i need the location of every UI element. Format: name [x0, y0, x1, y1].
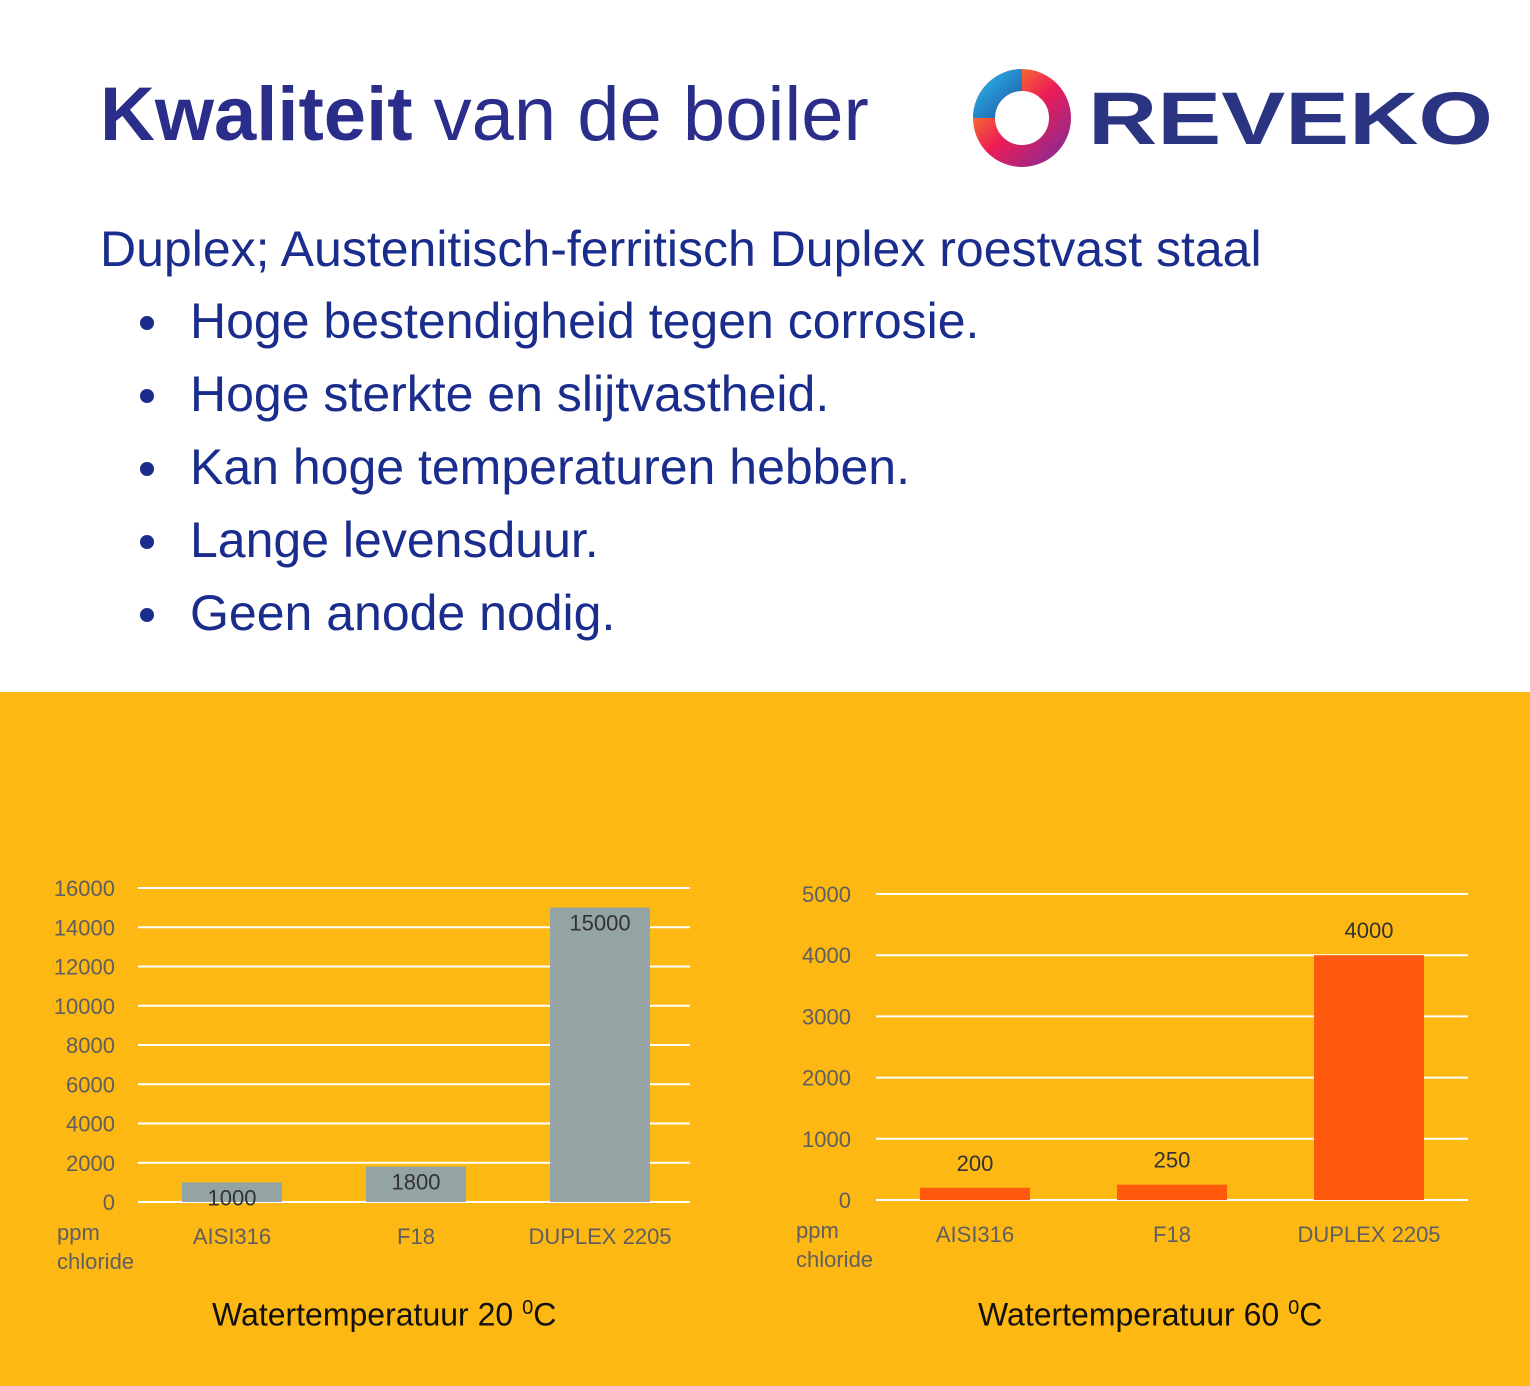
y-tick-label: 2000: [802, 1066, 851, 1091]
feature-item: Geen anode nodig.: [136, 582, 979, 655]
feature-item: Kan hoge temperaturen hebben.: [136, 436, 979, 509]
bar: [182, 1182, 282, 1202]
caption-unit: C: [1299, 1296, 1323, 1333]
chart-caption-60c: Watertemperatuur 60 0C: [978, 1288, 1322, 1335]
data-label: 1800: [392, 1170, 441, 1195]
title-bold: Kwaliteit: [100, 72, 413, 157]
feature-list: Hoge bestendigheid tegen corrosie. Hoge …: [136, 290, 979, 655]
y-tick-label: 5000: [802, 882, 851, 907]
y-tick-label: 4000: [802, 943, 851, 968]
y-axis-label: chloride: [57, 1249, 134, 1274]
y-axis-label: chloride: [796, 1247, 873, 1272]
y-tick-label: 4000: [66, 1112, 115, 1137]
subtitle: Duplex; Austenitisch-ferritisch Duplex r…: [100, 221, 1262, 277]
logo-text: REVEKO: [1088, 77, 1493, 160]
caption-unit: C: [533, 1296, 557, 1333]
feature-item: Lange levensduur.: [136, 509, 979, 582]
feature-item: Hoge sterkte en slijtvastheid.: [136, 363, 979, 436]
caption-text: Watertemperatuur 20: [212, 1296, 514, 1333]
page-title: Kwaliteit van de boiler: [100, 70, 869, 160]
feature-text: Hoge bestendigheid tegen corrosie.: [190, 293, 980, 349]
y-tick-label: 3000: [802, 1004, 851, 1029]
bullet-icon: [140, 462, 154, 476]
data-label: 4000: [1345, 918, 1394, 943]
bullet-icon: [140, 608, 154, 622]
y-tick-label: 12000: [54, 955, 115, 980]
bullet-icon: [140, 535, 154, 549]
bar: [550, 907, 650, 1202]
bar: [1314, 955, 1424, 1200]
y-tick-label: 2000: [66, 1151, 115, 1176]
title-rest: van de boiler: [433, 72, 869, 157]
y-tick-label: 16000: [54, 876, 115, 901]
bar: [1117, 1184, 1227, 1200]
chart-panel: 0 2000 4000 6000 8000 10000 12000 14000 16000 100…: [0, 692, 1530, 1386]
y-axis-label: ppm: [796, 1218, 839, 1243]
y-tick-label: 6000: [66, 1072, 115, 1097]
bar: [920, 1187, 1030, 1200]
caption-degree: 0: [522, 1297, 534, 1319]
y-tick-label: 1000: [802, 1127, 851, 1152]
feature-text: Kan hoge temperaturen hebben.: [190, 439, 910, 495]
y-axis-label: ppm: [57, 1220, 100, 1245]
data-label: 250: [1154, 1148, 1191, 1173]
y-tick-label: 10000: [54, 994, 115, 1019]
y-tick-label: 0: [103, 1190, 115, 1215]
data-label: 200: [957, 1151, 994, 1176]
bullet-icon: [140, 389, 154, 403]
feature-item: Hoge bestendigheid tegen corrosie.: [136, 290, 979, 363]
feature-text: Lange levensduur.: [190, 512, 599, 568]
bar: [366, 1166, 466, 1202]
x-tick-label: DUPLEX 2205: [1297, 1222, 1440, 1247]
logo-ring-icon: [973, 69, 1071, 167]
bullet-icon: [140, 316, 154, 330]
chart-caption-20c: Watertemperatuur 20 0C: [212, 1288, 556, 1335]
caption-text: Watertemperatuur 60: [978, 1296, 1280, 1333]
feature-text: Geen anode nodig.: [190, 585, 616, 641]
x-tick-label: DUPLEX 2205: [528, 1224, 671, 1249]
charts-canvas: 0200040006000800010000120001400016000100…: [54, 876, 1468, 1274]
x-tick-label: F18: [1153, 1222, 1191, 1247]
x-tick-label: AISI316: [193, 1224, 271, 1249]
y-tick-label: 0: [839, 1188, 851, 1213]
reveko-logo: REVEKO: [973, 69, 1493, 167]
y-tick-label: 8000: [66, 1033, 115, 1058]
x-tick-label: AISI316: [936, 1222, 1014, 1247]
caption-degree: 0: [1288, 1297, 1300, 1319]
y-tick-label: 14000: [54, 915, 115, 940]
data-label: 1000: [208, 1185, 257, 1210]
data-label: 15000: [569, 911, 630, 936]
feature-text: Hoge sterkte en slijtvastheid.: [190, 366, 830, 422]
x-tick-label: F18: [397, 1224, 435, 1249]
